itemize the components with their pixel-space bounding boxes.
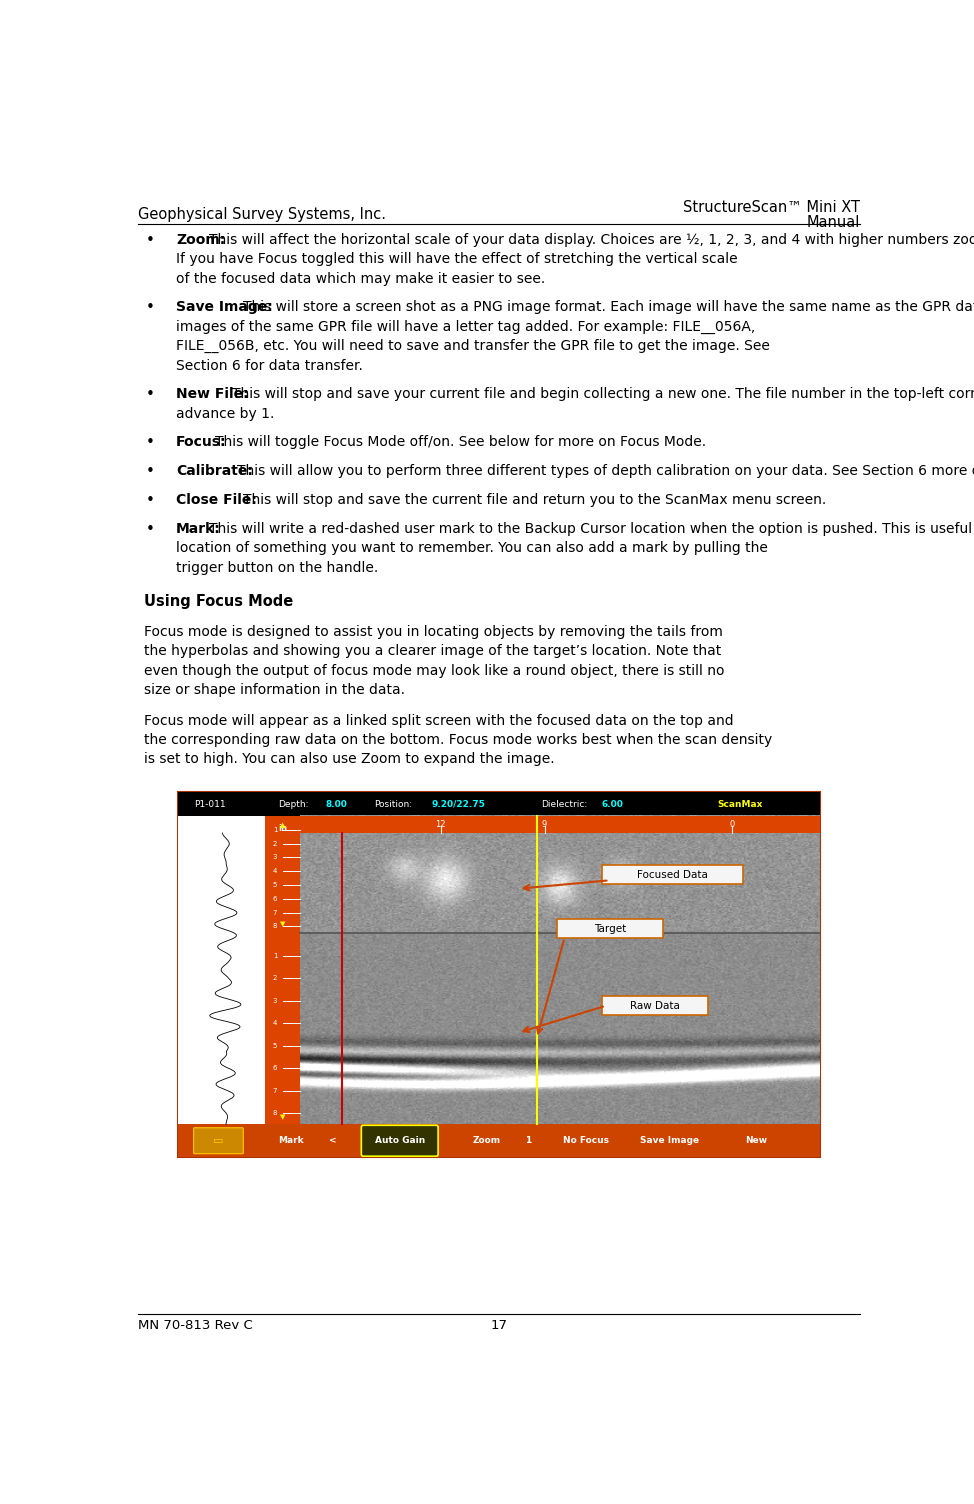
Text: Using Focus Mode: Using Focus Mode [144, 594, 293, 609]
Text: New File:: New File: [176, 388, 248, 402]
FancyBboxPatch shape [300, 817, 820, 833]
Text: 6: 6 [273, 896, 278, 902]
Text: Dielectric:: Dielectric: [541, 800, 587, 809]
Text: 6: 6 [273, 1065, 278, 1071]
Text: trigger button on the handle.: trigger button on the handle. [176, 561, 378, 575]
Text: Close File:: Close File: [176, 493, 257, 507]
Text: 8: 8 [273, 1110, 278, 1116]
Text: 1: 1 [273, 952, 278, 958]
Text: 17: 17 [491, 1319, 507, 1333]
Text: MN 70-813 Rev C: MN 70-813 Rev C [138, 1319, 253, 1333]
Text: New: New [745, 1136, 767, 1145]
FancyBboxPatch shape [557, 919, 662, 938]
Text: Zoom:: Zoom: [176, 233, 225, 247]
Text: 12: 12 [435, 820, 446, 829]
Text: 3: 3 [273, 997, 278, 1003]
Text: 7: 7 [273, 910, 278, 916]
Text: 4: 4 [273, 1020, 278, 1026]
Text: If you have Focus toggled this will have the effect of stretching the vertical s: If you have Focus toggled this will have… [176, 253, 737, 266]
Text: Calibrate:: Calibrate: [176, 465, 253, 478]
FancyBboxPatch shape [265, 817, 300, 1125]
Text: Save Image: Save Image [640, 1136, 698, 1145]
Text: even though the output of focus mode may look like a round object, there is stil: even though the output of focus mode may… [144, 663, 725, 678]
Text: Save Image:: Save Image: [176, 301, 273, 314]
Text: is set to high. You can also use Zoom to expand the image.: is set to high. You can also use Zoom to… [144, 752, 555, 767]
Text: •: • [146, 436, 155, 451]
Text: •: • [146, 301, 155, 316]
Text: advance by 1.: advance by 1. [176, 406, 275, 421]
FancyBboxPatch shape [178, 817, 265, 1125]
Text: StructureScan™ Mini XT: StructureScan™ Mini XT [683, 200, 860, 215]
Text: 5: 5 [273, 881, 278, 887]
Text: Mark: Mark [278, 1136, 304, 1145]
Text: Manual: Manual [806, 215, 860, 230]
Text: Focus mode will appear as a linked split screen with the focused data on the top: Focus mode will appear as a linked split… [144, 713, 734, 728]
Text: 5: 5 [273, 1042, 278, 1048]
Text: of the focused data which may make it easier to see.: of the focused data which may make it ea… [176, 272, 545, 286]
Text: 2: 2 [273, 841, 278, 847]
Text: ScanMax: ScanMax [717, 800, 763, 809]
Text: Section 6 for data transfer.: Section 6 for data transfer. [176, 358, 363, 373]
Text: ▼: ▼ [280, 920, 285, 926]
Text: Position:: Position: [374, 800, 412, 809]
FancyBboxPatch shape [194, 1128, 244, 1154]
FancyBboxPatch shape [361, 1125, 438, 1157]
FancyBboxPatch shape [300, 817, 820, 932]
Text: Target: Target [594, 923, 626, 934]
Text: <: < [328, 1136, 336, 1145]
FancyBboxPatch shape [178, 793, 820, 817]
Text: Focus mode is designed to assist you in locating objects by removing the tails f: Focus mode is designed to assist you in … [144, 626, 724, 639]
Text: 6.00: 6.00 [602, 800, 623, 809]
Text: 4: 4 [273, 868, 278, 874]
Text: images of the same GPR file will have a letter tag added. For example: FILE__056: images of the same GPR file will have a … [176, 320, 756, 334]
Text: 1: 1 [525, 1136, 531, 1145]
Text: No Focus: No Focus [563, 1136, 609, 1145]
Text: 3: 3 [273, 854, 278, 860]
Text: 2: 2 [273, 975, 278, 981]
Text: This will toggle Focus Mode off/on. See below for more on Focus Mode.: This will toggle Focus Mode off/on. See … [215, 436, 706, 450]
Text: FILE__056B, etc. You will need to save and transfer the GPR file to get the imag: FILE__056B, etc. You will need to save a… [176, 338, 770, 353]
Text: 0: 0 [729, 820, 734, 829]
Text: 8.00: 8.00 [326, 800, 348, 809]
Text: size or shape information in the data.: size or shape information in the data. [144, 683, 405, 698]
Text: 9: 9 [542, 820, 547, 829]
Text: This will affect the horizontal scale of your data display. Choices are ½, 1, 2,: This will affect the horizontal scale of… [209, 233, 974, 247]
Text: 9.20/22.75: 9.20/22.75 [431, 800, 486, 809]
Text: Focus:: Focus: [176, 436, 227, 450]
Text: •: • [146, 233, 155, 248]
Text: the hyperbolas and showing you a clearer image of the target’s location. Note th: the hyperbolas and showing you a clearer… [144, 645, 722, 659]
Text: 7: 7 [273, 1087, 278, 1093]
Text: ▭: ▭ [213, 1136, 224, 1146]
Text: ▼: ▼ [280, 1113, 285, 1119]
Text: ▲: ▲ [280, 823, 285, 829]
Text: 8: 8 [273, 923, 278, 929]
Text: Geophysical Survey Systems, Inc.: Geophysical Survey Systems, Inc. [138, 208, 387, 223]
Text: This will store a screen shot as a PNG image format. Each image will have the sa: This will store a screen shot as a PNG i… [243, 301, 974, 314]
Text: •: • [146, 522, 155, 537]
Text: Auto Gain: Auto Gain [375, 1136, 425, 1145]
Text: in: in [279, 824, 287, 833]
Text: •: • [146, 493, 155, 508]
FancyBboxPatch shape [602, 996, 708, 1015]
Text: •: • [146, 465, 155, 480]
Text: This will stop and save the current file and return you to the ScanMax menu scre: This will stop and save the current file… [243, 493, 826, 507]
Text: Zoom: Zoom [472, 1136, 501, 1145]
Text: •: • [146, 388, 155, 402]
Text: the corresponding raw data on the bottom. Focus mode works best when the scan de: the corresponding raw data on the bottom… [144, 732, 772, 747]
FancyBboxPatch shape [602, 865, 743, 884]
Text: P1-011: P1-011 [195, 800, 226, 809]
Text: This will allow you to perform three different types of depth calibration on you: This will allow you to perform three dif… [237, 465, 974, 478]
Text: This will stop and save your current file and begin collecting a new one. The fi: This will stop and save your current fil… [232, 388, 974, 402]
Text: Mark:: Mark: [176, 522, 221, 535]
FancyBboxPatch shape [178, 1125, 820, 1157]
Text: location of something you want to remember. You can also add a mark by pulling t: location of something you want to rememb… [176, 541, 768, 555]
Text: This will write a red-dashed user mark to the Backup Cursor location when the op: This will write a red-dashed user mark t… [209, 522, 974, 535]
Text: 1: 1 [273, 827, 278, 833]
Text: Raw Data: Raw Data [630, 1000, 680, 1011]
FancyBboxPatch shape [300, 932, 820, 1125]
Text: Focused Data: Focused Data [637, 869, 708, 880]
Text: Depth:: Depth: [278, 800, 309, 809]
FancyBboxPatch shape [178, 793, 820, 1157]
